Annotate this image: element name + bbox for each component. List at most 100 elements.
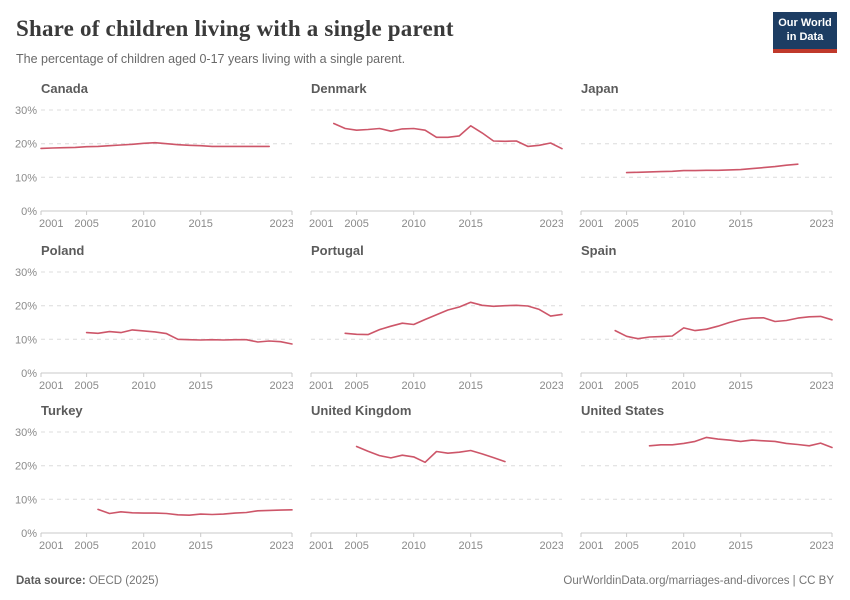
chart-title-united-states: United States	[581, 403, 665, 418]
x-tick-label: 2015	[728, 218, 752, 230]
x-tick-label: 2001	[309, 380, 333, 392]
chart-plot-denmark: 2001 2005 2010 2015 2023	[309, 109, 563, 230]
x-tick-label: 2010	[401, 540, 425, 552]
x-tick-label: 2001	[309, 540, 333, 552]
x-tick-label: 2010	[671, 540, 695, 552]
x-tick-label: 2015	[188, 380, 212, 392]
x-tick-label: 2023	[540, 218, 563, 230]
x-tick-label: 2001	[309, 218, 333, 230]
x-tick-label: 2015	[188, 218, 212, 230]
x-tick-label: 2001	[579, 540, 603, 552]
data-line	[40, 141, 271, 150]
x-tick-label: 2010	[131, 540, 155, 552]
data-line	[355, 445, 506, 464]
x-tick-label: 2001	[579, 380, 603, 392]
chart-title-poland: Poland	[41, 243, 85, 258]
x-tick-label: 2001	[39, 380, 63, 392]
owid-logo-line1: Our World	[778, 16, 832, 29]
x-tick-label: 2005	[344, 540, 368, 552]
x-tick-label: 2023	[810, 218, 833, 230]
page-subtitle: The percentage of children aged 0-17 yea…	[16, 52, 406, 66]
x-tick-label: 2015	[458, 218, 482, 230]
x-tick-label: 2015	[188, 540, 212, 552]
chart-plot-canada: 0% 10% 20% 30% 2001 2005 2010 2015 2023	[15, 105, 293, 230]
chart-cell-canada: Canada 0% 10% 20% 30% 2001 2005 2010 2015 2023	[11, 80, 293, 232]
x-tick-label: 2023	[270, 218, 293, 230]
y-tick-label: 20%	[15, 139, 37, 151]
data-line	[85, 329, 293, 345]
x-tick-label: 2010	[401, 380, 425, 392]
x-tick-label: 2015	[728, 540, 752, 552]
x-tick-label: 2023	[540, 540, 563, 552]
y-tick-label: 20%	[15, 301, 37, 313]
chart-title-spain: Spain	[581, 243, 617, 258]
chart-plot-united-states: 2001 2005 2010 2015 2023	[579, 431, 833, 552]
x-tick-label: 2010	[671, 218, 695, 230]
x-tick-label: 2023	[540, 380, 563, 392]
x-tick-label: 2005	[344, 218, 368, 230]
data-line	[97, 508, 293, 516]
footer: Data source: OECD (2025) OurWorldinData.…	[16, 575, 834, 587]
chart-plot-united-kingdom: 2001 2005 2010 2015 2023	[309, 431, 563, 552]
x-tick-label: 2010	[131, 380, 155, 392]
x-tick-label: 2023	[270, 540, 293, 552]
x-tick-label: 2005	[344, 380, 368, 392]
chart-cell-turkey: Turkey 0% 10% 20% 30% 2001 2005 2010 2015 2023	[11, 402, 293, 554]
owid-logo-line2: in Data	[786, 30, 824, 43]
y-tick-label: 20%	[15, 461, 37, 473]
chart-cell-united-states: United States 2001 2005 2010 2015 2023	[551, 402, 833, 554]
x-tick-label: 2010	[401, 218, 425, 230]
chart-cell-denmark: Denmark 2001 2005 2010 2015 2023	[281, 80, 563, 232]
chart-title-canada: Canada	[41, 81, 88, 96]
x-tick-label: 2005	[74, 540, 98, 552]
y-tick-label: 0%	[21, 206, 37, 218]
y-tick-label: 10%	[15, 334, 37, 346]
owid-logo: Our World in Data	[773, 12, 837, 53]
data-line	[648, 436, 833, 449]
x-tick-label: 2001	[39, 218, 63, 230]
x-tick-label: 2005	[614, 380, 638, 392]
data-line	[614, 315, 833, 340]
x-tick-label: 2001	[579, 218, 603, 230]
x-tick-label: 2023	[810, 540, 833, 552]
x-tick-label: 2015	[458, 380, 482, 392]
x-tick-label: 2005	[614, 218, 638, 230]
x-tick-label: 2005	[614, 540, 638, 552]
y-tick-label: 30%	[15, 105, 37, 117]
chart-plot-japan: 2001 2005 2010 2015 2023	[579, 109, 833, 230]
chart-plot-poland: 0% 10% 20% 30% 2001 2005 2010 2015 2023	[15, 267, 293, 392]
x-tick-label: 2010	[131, 218, 155, 230]
footer-citation: OurWorldinData.org/marriages-and-divorce…	[563, 575, 834, 587]
chart-title-denmark: Denmark	[311, 81, 367, 96]
data-source-label: Data source:	[16, 575, 86, 587]
chart-cell-portugal: Portugal 2001 2005 2010 2015 2023	[281, 242, 563, 394]
data-source: Data source: OECD (2025)	[16, 575, 159, 587]
y-tick-label: 0%	[21, 368, 37, 380]
chart-cell-poland: Poland 0% 10% 20% 30% 2001 2005 2010 2015 2023	[11, 242, 293, 394]
chart-title-united-kingdom: United Kingdom	[311, 403, 412, 418]
x-tick-label: 2023	[270, 380, 293, 392]
x-tick-label: 2010	[671, 380, 695, 392]
data-line	[332, 122, 563, 150]
y-tick-label: 10%	[15, 494, 37, 506]
chart-cell-spain: Spain 2001 2005 2010 2015 2023	[551, 242, 833, 394]
chart-title-turkey: Turkey	[41, 403, 83, 418]
data-line	[625, 163, 799, 174]
x-tick-label: 2015	[728, 380, 752, 392]
x-tick-label: 2005	[74, 380, 98, 392]
x-tick-label: 2023	[810, 380, 833, 392]
chart-title-japan: Japan	[581, 81, 619, 96]
y-tick-label: 30%	[15, 267, 37, 279]
x-tick-label: 2001	[39, 540, 63, 552]
chart-plot-turkey: 0% 10% 20% 30% 2001 2005 2010 2015 2023	[15, 427, 293, 552]
chart-cell-japan: Japan 2001 2005 2010 2015 2023	[551, 80, 833, 232]
page-title: Share of children living with a single p…	[16, 16, 454, 41]
chart-title-portugal: Portugal	[311, 243, 364, 258]
chart-plot-spain: 2001 2005 2010 2015 2023	[579, 271, 833, 392]
y-tick-label: 30%	[15, 427, 37, 439]
y-tick-label: 10%	[15, 172, 37, 184]
data-line	[344, 301, 563, 336]
y-tick-label: 0%	[21, 528, 37, 540]
chart-plot-portugal: 2001 2005 2010 2015 2023	[309, 271, 563, 392]
x-tick-label: 2015	[458, 540, 482, 552]
